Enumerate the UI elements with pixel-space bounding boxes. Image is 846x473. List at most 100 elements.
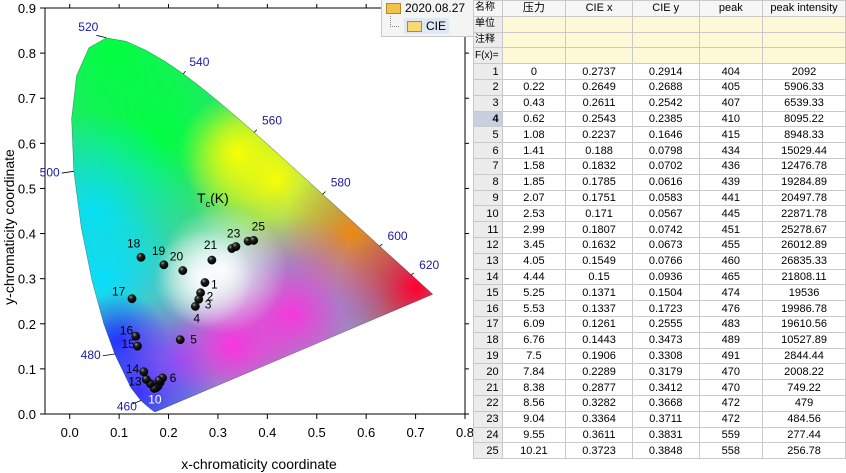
table-cell[interactable]: 10527.89 <box>762 331 846 349</box>
table-cell[interactable]: 7.84 <box>501 363 567 381</box>
table-cell[interactable]: 472 <box>698 410 764 428</box>
table-cell[interactable]: 0.0616 <box>631 173 700 191</box>
column-header-4[interactable]: peak intensity <box>762 0 846 17</box>
table-cell[interactable]: 0.0567 <box>631 205 700 223</box>
table-cell[interactable]: 2.07 <box>501 189 567 207</box>
meta-cell-comment-3[interactable] <box>698 31 764 49</box>
row-header[interactable]: 5 <box>473 126 503 144</box>
table-cell[interactable]: 2844.44 <box>762 347 846 365</box>
table-cell[interactable]: 5.25 <box>501 284 567 302</box>
table-cell[interactable]: 0.1646 <box>631 126 700 144</box>
row-header[interactable]: 3 <box>473 94 503 112</box>
table-cell[interactable]: 0.1906 <box>565 347 633 365</box>
table-cell[interactable]: 5.53 <box>501 300 567 317</box>
meta-cell-comment-4[interactable] <box>762 31 846 49</box>
row-header[interactable]: 20 <box>473 363 503 381</box>
table-cell[interactable]: 0.1549 <box>565 252 633 270</box>
table-cell[interactable]: 4.05 <box>501 252 567 270</box>
row-header[interactable]: 10 <box>473 205 503 223</box>
table-cell[interactable]: 25278.67 <box>762 221 846 238</box>
table-cell[interactable]: 19284.89 <box>762 173 846 191</box>
meta-cell-comment-2[interactable] <box>631 31 700 49</box>
table-cell[interactable]: 0.2688 <box>631 78 700 96</box>
table-cell[interactable]: 0.1337 <box>565 300 633 317</box>
table-cell[interactable]: 0.0742 <box>631 221 700 238</box>
meta-cell-unit-3[interactable] <box>698 15 764 33</box>
table-cell[interactable]: 441 <box>698 189 764 207</box>
table-cell[interactable]: 455 <box>698 236 764 254</box>
meta-cell-formula-0[interactable] <box>501 47 567 65</box>
table-cell[interactable]: 8095.22 <box>762 110 846 128</box>
row-header[interactable]: 19 <box>473 347 503 365</box>
table-cell[interactable]: 0.1443 <box>565 331 633 349</box>
table-cell[interactable]: 0.1632 <box>565 236 633 254</box>
table-cell[interactable]: 3.45 <box>501 236 567 254</box>
table-cell[interactable]: 0.0583 <box>631 189 700 207</box>
table-cell[interactable]: 470 <box>698 363 764 381</box>
table-cell[interactable]: 8.38 <box>501 379 567 396</box>
meta-cell-comment-1[interactable] <box>565 31 633 49</box>
table-cell[interactable]: 460 <box>698 252 764 270</box>
table-cell[interactable]: 0.1723 <box>631 300 700 317</box>
table-cell[interactable]: 0 <box>501 63 567 80</box>
table-cell[interactable]: 439 <box>698 173 764 191</box>
meta-cell-formula-2[interactable] <box>631 47 700 65</box>
table-cell[interactable]: 0.2611 <box>565 94 633 112</box>
table-cell[interactable]: 22871.78 <box>762 205 846 223</box>
table-cell[interactable]: 0.1371 <box>565 284 633 302</box>
meta-cell-unit-2[interactable] <box>631 15 700 33</box>
column-header-2[interactable]: CIE y <box>631 0 700 17</box>
table-cell[interactable]: 0.3711 <box>631 410 700 428</box>
table-cell[interactable]: 436 <box>698 157 764 175</box>
meta-cell-formula-4[interactable] <box>762 47 846 65</box>
row-header[interactable]: 15 <box>473 284 503 302</box>
table-cell[interactable]: 0.2237 <box>565 126 633 144</box>
table-cell[interactable]: 0.171 <box>565 205 633 223</box>
table-cell[interactable]: 0.0936 <box>631 268 700 286</box>
table-cell[interactable]: 0.2914 <box>631 63 700 80</box>
table-cell[interactable]: 0.3848 <box>631 442 700 460</box>
table-cell[interactable]: 451 <box>698 221 764 238</box>
meta-cell-unit-4[interactable] <box>762 15 846 33</box>
table-cell[interactable]: 0.0798 <box>631 142 700 159</box>
row-header[interactable]: 9 <box>473 189 503 207</box>
table-cell[interactable]: 9.55 <box>501 426 567 444</box>
table-cell[interactable]: 474 <box>698 284 764 302</box>
table-cell[interactable]: 8948.33 <box>762 126 846 144</box>
column-header-1[interactable]: CIE x <box>565 0 633 17</box>
row-header[interactable]: 24 <box>473 426 503 444</box>
table-cell[interactable]: 0.2542 <box>631 94 700 112</box>
table-cell[interactable]: 19986.78 <box>762 300 846 317</box>
tree-folder-cie[interactable]: CIE <box>404 18 450 34</box>
table-cell[interactable]: 256.78 <box>762 442 846 460</box>
table-cell[interactable]: 0.22 <box>501 78 567 96</box>
table-cell[interactable]: 410 <box>698 110 764 128</box>
worksheet[interactable]: 名称 压力 CIE x CIE y peak peak intensity 单位 注释 F(x)… <box>473 0 846 473</box>
row-header[interactable]: 22 <box>473 394 503 412</box>
table-cell[interactable]: 405 <box>698 78 764 96</box>
row-header[interactable]: 6 <box>473 142 503 159</box>
table-cell[interactable]: 2008.22 <box>762 363 846 381</box>
table-cell[interactable]: 407 <box>698 94 764 112</box>
table-cell[interactable]: 4.44 <box>501 268 567 286</box>
row-header[interactable]: 23 <box>473 410 503 428</box>
column-header-3[interactable]: peak <box>698 0 764 17</box>
table-cell[interactable]: 484.56 <box>762 410 846 428</box>
table-cell[interactable]: 1.08 <box>501 126 567 144</box>
table-cell[interactable]: 0.3611 <box>565 426 633 444</box>
meta-cell-formula-3[interactable] <box>698 47 764 65</box>
table-cell[interactable]: 0.3668 <box>631 394 700 412</box>
table-cell[interactable]: 8.56 <box>501 394 567 412</box>
table-cell[interactable]: 0.0766 <box>631 252 700 270</box>
row-header[interactable]: 7 <box>473 157 503 175</box>
tree-folder-date[interactable]: 2020.08.27 <box>386 0 465 16</box>
table-cell[interactable]: 465 <box>698 268 764 286</box>
table-cell[interactable]: 476 <box>698 300 764 317</box>
table-cell[interactable]: 7.5 <box>501 347 567 365</box>
row-header[interactable]: 25 <box>473 442 503 460</box>
table-cell[interactable]: 0.15 <box>565 268 633 286</box>
table-cell[interactable]: 0.2289 <box>565 363 633 381</box>
table-cell[interactable]: 0.2649 <box>565 78 633 96</box>
table-cell[interactable]: 6.09 <box>501 315 567 333</box>
table-cell[interactable]: 1.41 <box>501 142 567 159</box>
